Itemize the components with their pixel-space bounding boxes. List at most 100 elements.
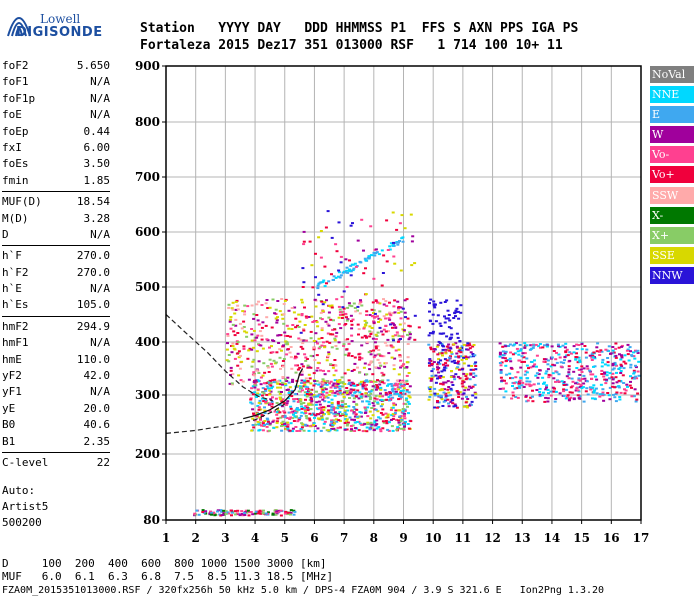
- echo-point: [377, 349, 381, 351]
- echo-point: [342, 307, 346, 310]
- echo-point: [470, 365, 474, 367]
- echo-point: [450, 352, 454, 355]
- echo-point: [389, 397, 393, 400]
- echo-point: [232, 330, 236, 333]
- echo-point: [316, 284, 320, 287]
- echo-point: [384, 300, 388, 303]
- echo-point: [350, 370, 354, 372]
- echo-point: [361, 430, 365, 433]
- echo-point: [376, 345, 380, 348]
- echo-point: [453, 403, 457, 406]
- echo-point: [629, 350, 632, 353]
- echo-point: [381, 427, 385, 430]
- echo-point: [620, 365, 624, 368]
- echo-point: [306, 381, 309, 384]
- echo-point: [360, 393, 364, 396]
- echo-point: [387, 352, 391, 355]
- echo-point: [433, 387, 437, 390]
- echo-point: [331, 391, 335, 394]
- echo-point: [291, 417, 295, 420]
- echo-point: [606, 364, 610, 367]
- echo-point: [472, 376, 476, 378]
- echo-point: [301, 365, 305, 368]
- echo-point: [343, 324, 347, 327]
- echo-point: [428, 332, 432, 335]
- echo-point: [439, 301, 443, 304]
- echo-point: [520, 361, 524, 363]
- echo-point: [289, 509, 293, 512]
- echo-point: [256, 319, 260, 322]
- echo-point: [562, 388, 566, 391]
- echo-point: [555, 371, 559, 374]
- echo-point: [354, 403, 358, 406]
- echo-point: [278, 411, 282, 414]
- echo-point: [333, 337, 337, 340]
- echo-point: [498, 351, 502, 354]
- echo-point: [289, 411, 293, 414]
- echo-point: [379, 392, 382, 395]
- echo-point: [572, 370, 576, 373]
- echo-point: [329, 411, 333, 414]
- echo-point: [539, 346, 542, 349]
- echo-point: [261, 387, 265, 390]
- echo-point: [359, 383, 363, 386]
- echo-point: [259, 408, 263, 411]
- echo-point: [582, 367, 586, 370]
- echo-point: [446, 317, 450, 320]
- echo-point: [398, 386, 402, 389]
- param-value: 294.9: [76, 319, 110, 333]
- param-label: foE: [2, 108, 22, 122]
- echo-point: [591, 373, 595, 376]
- echo-point: [429, 298, 433, 301]
- echo-point: [282, 322, 286, 325]
- echo-point: [384, 362, 388, 365]
- plot-echoes: [193, 210, 641, 517]
- echo-point: [633, 357, 637, 360]
- echo-point: [246, 357, 250, 360]
- echo-point: [362, 381, 366, 384]
- autoscaling-info: Auto: Artist5 500200: [2, 483, 48, 531]
- echo-point: [402, 415, 406, 417]
- echo-point: [316, 417, 320, 420]
- echo-point: [348, 381, 352, 384]
- echo-point: [517, 380, 521, 383]
- echo-point: [502, 387, 505, 390]
- echo-point: [636, 392, 640, 395]
- echo-point: [234, 308, 238, 311]
- param-label: yF2: [2, 369, 22, 383]
- echo-point: [241, 310, 245, 313]
- echo-point: [600, 393, 604, 396]
- echo-point: [368, 330, 372, 333]
- polarization-legend: NoVal NNE E W Vo- Vo+ SSW X- X+ SSE NNW: [650, 66, 694, 287]
- echo-point: [428, 319, 432, 322]
- echo-point: [436, 406, 439, 409]
- echo-point: [433, 406, 437, 409]
- echo-point: [598, 395, 602, 398]
- echo-point: [393, 357, 397, 360]
- echo-point: [547, 376, 551, 379]
- echo-point: [294, 317, 298, 320]
- echo-point: [235, 352, 239, 355]
- echo-point: [596, 342, 600, 345]
- echo-point: [300, 313, 304, 315]
- echo-point: [549, 357, 553, 360]
- echo-point: [614, 393, 618, 395]
- auto-label: Auto:: [2, 484, 36, 497]
- echo-point: [279, 509, 283, 512]
- param-value: N/A: [90, 282, 110, 296]
- echo-point: [343, 422, 347, 424]
- echo-point: [374, 394, 378, 397]
- echo-point: [538, 369, 542, 372]
- echo-point: [252, 329, 256, 332]
- echo-point: [632, 395, 636, 398]
- echo-point: [474, 396, 478, 399]
- echo-point: [460, 368, 464, 371]
- echo-point: [332, 407, 336, 410]
- muf-row: MUF 6.0 6.1 6.3 6.8 7.5 8.5 11.3 18.5 [M…: [2, 570, 334, 583]
- echo-point: [252, 426, 256, 429]
- echo-point: [450, 381, 454, 384]
- echo-point: [345, 418, 349, 421]
- echo-point: [327, 280, 331, 283]
- echo-point: [253, 382, 257, 385]
- echo-point: [526, 399, 530, 402]
